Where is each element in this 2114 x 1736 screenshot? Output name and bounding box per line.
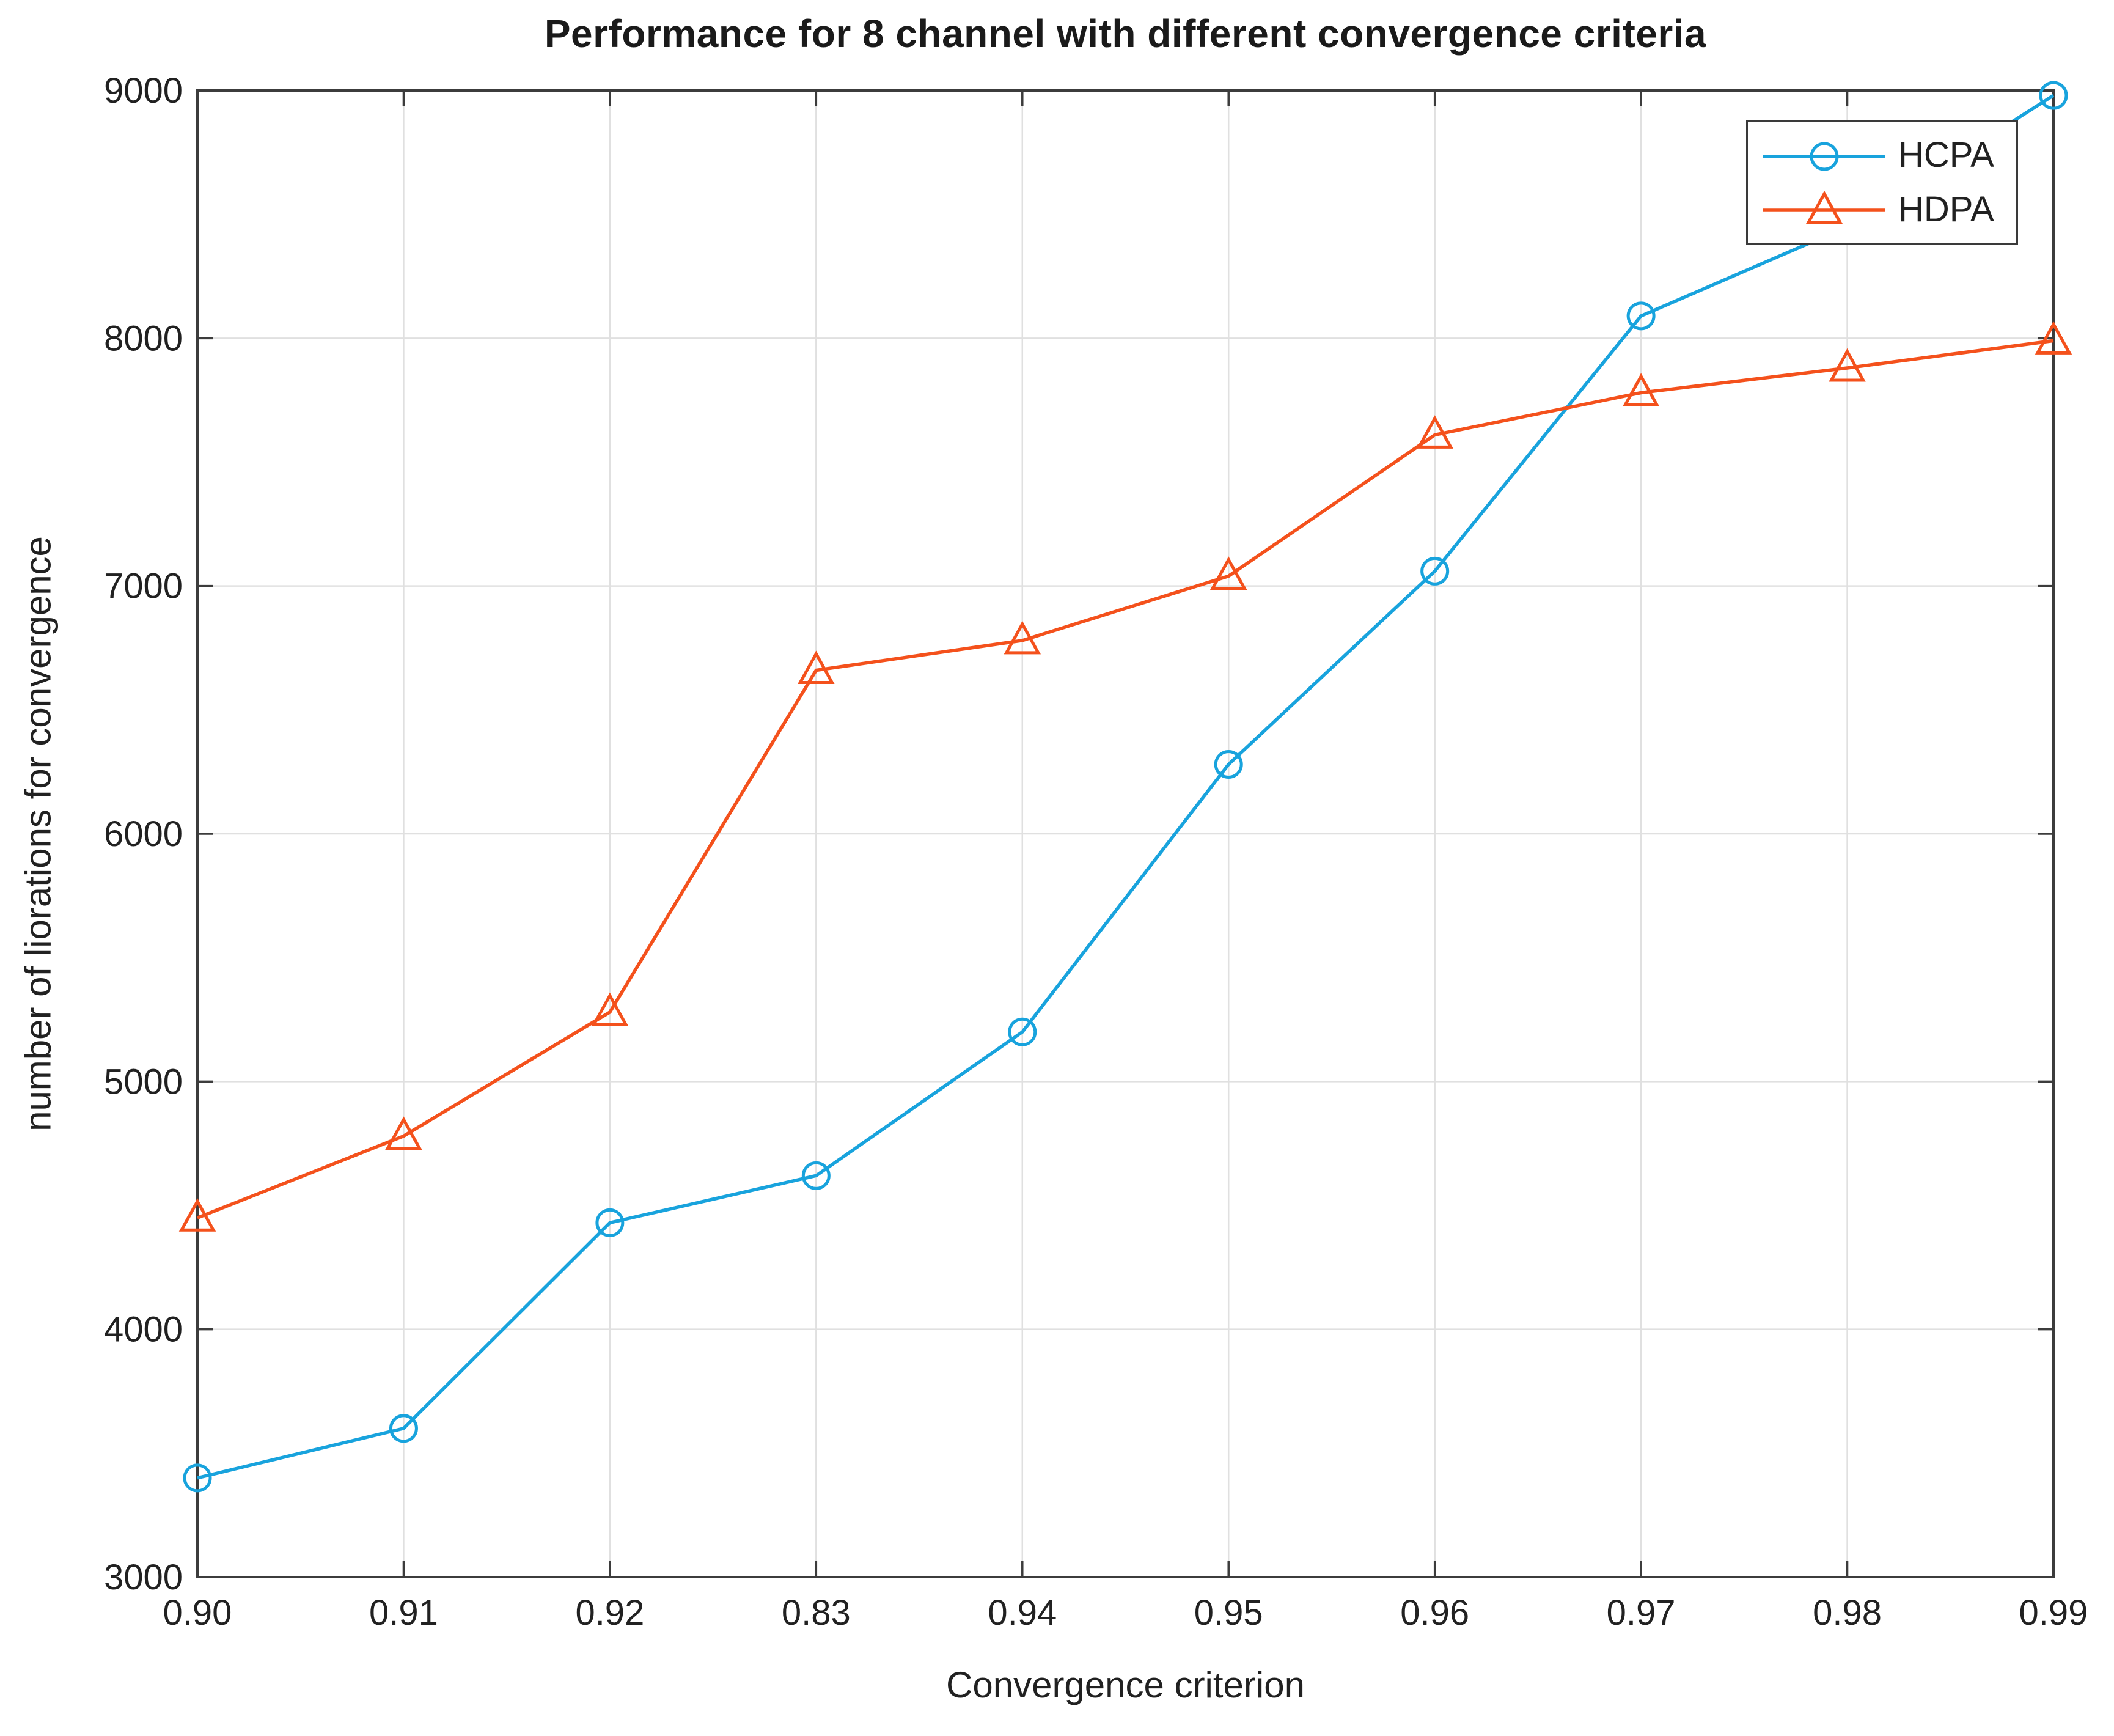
- circle-marker: [801, 1161, 831, 1190]
- x-tick-label: 0.91: [369, 1593, 438, 1633]
- x-axis-label: Convergence criterion: [946, 1664, 1305, 1705]
- hcpa-line-marker-sample: [1763, 142, 1885, 171]
- y-tick-label: 9000: [104, 71, 183, 111]
- legend-item-hcpa: HCPA: [1748, 134, 2016, 175]
- legend-label-hdpa: HDPA: [1898, 189, 1994, 229]
- circle-marker: [2039, 81, 2068, 110]
- circle-marker: [389, 1414, 418, 1443]
- x-tick-label: 0.96: [1400, 1593, 1469, 1633]
- triangle-marker: [1209, 556, 1247, 590]
- series-hcpa: [183, 81, 2068, 1493]
- circle-marker: [1420, 556, 1450, 586]
- triangle-marker: [1416, 415, 1453, 449]
- y-axis-label: number of liorations for convergence: [17, 536, 59, 1131]
- circle-marker: [1626, 301, 1656, 331]
- x-tick-label: 0.90: [163, 1593, 232, 1633]
- triangle-marker: [1004, 620, 1041, 655]
- triangle-marker: [1829, 348, 1866, 382]
- series-line: [196, 339, 2054, 1219]
- circle-marker: [183, 1463, 212, 1493]
- circle-marker: [1008, 1017, 1037, 1046]
- x-tick-label: 0.97: [1607, 1593, 1676, 1633]
- y-tick-label: 4000: [104, 1310, 183, 1350]
- y-tick-label: 3000: [104, 1558, 183, 1597]
- legend: HCPA HDPA: [1746, 120, 2018, 245]
- triangle-marker: [591, 992, 629, 1026]
- x-tick-label: 0.95: [1194, 1593, 1263, 1633]
- chart-title: Performance for 8 channel with different…: [544, 12, 1707, 56]
- hdpa-line-marker-sample: [1763, 191, 1885, 224]
- triangle-marker: [1805, 191, 1843, 224]
- y-tick-label: 6000: [104, 814, 183, 854]
- y-tick-label: 8000: [104, 318, 183, 358]
- x-tick-label: 0.94: [988, 1593, 1057, 1633]
- circle-marker: [595, 1208, 625, 1237]
- triangle-marker: [798, 650, 835, 684]
- triangle-marker: [2035, 321, 2072, 355]
- legend-label-hcpa: HCPA: [1898, 135, 1994, 175]
- x-tick-label: 0.99: [2019, 1593, 2088, 1633]
- series-hdpa: [178, 321, 2072, 1232]
- gridlines: [197, 90, 2053, 1577]
- y-tick-label: 5000: [104, 1062, 183, 1102]
- series-line: [197, 94, 2055, 1480]
- triangle-marker: [178, 1198, 216, 1232]
- y-tick-label: 7000: [104, 567, 183, 606]
- circle-marker: [1214, 750, 1243, 779]
- triangle-marker: [385, 1116, 422, 1150]
- x-tick-label: 0.92: [575, 1593, 644, 1633]
- x-tick-label: 0.98: [1813, 1593, 1882, 1633]
- axes: 0.90 0.91 0.92 0.83 0.94 0.95 0.96 0.97 0.98 0.99…: [104, 71, 2088, 1633]
- x-tick-label: 0.83: [782, 1593, 851, 1633]
- triangle-marker: [1622, 373, 1660, 407]
- circle-marker: [1810, 142, 1839, 171]
- legend-item-hdpa: HDPA: [1748, 189, 2016, 230]
